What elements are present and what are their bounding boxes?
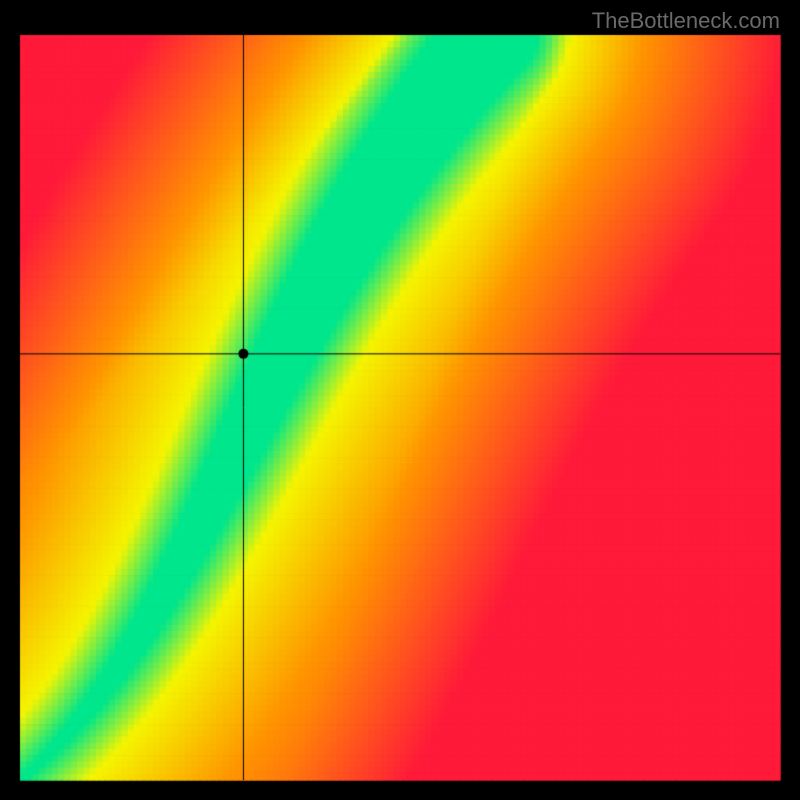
heatmap-canvas xyxy=(0,0,800,800)
chart-container: TheBottleneck.com xyxy=(0,0,800,800)
watermark-text: TheBottleneck.com xyxy=(592,8,780,34)
